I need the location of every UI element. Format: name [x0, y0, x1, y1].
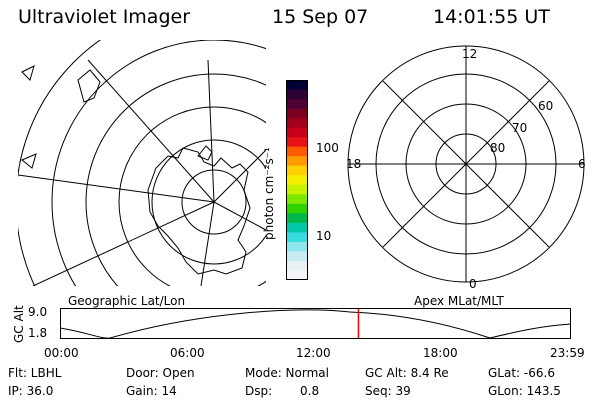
- mlt-label-18: 18: [346, 157, 362, 171]
- colorbar-segment: [286, 203, 308, 214]
- altitude-timeline: [60, 308, 572, 339]
- mode-value: Mode: Normal: [245, 366, 329, 380]
- geographic-map: [18, 40, 266, 286]
- mlt-label-12: 12: [462, 47, 478, 61]
- timeline-xtick-0: 00:00: [44, 346, 79, 360]
- instrument-title: Ultraviolet Imager: [18, 6, 191, 28]
- colorbar-segment: [286, 137, 308, 148]
- colorbar-segment: [286, 251, 308, 262]
- seq-value: Seq: 39: [365, 384, 411, 398]
- mlt-label-6: 6: [578, 157, 586, 171]
- magnetic-map-label: Apex MLat/MLT: [414, 294, 504, 308]
- colorbar-segment: [286, 108, 308, 119]
- colorbar-segment: [286, 194, 308, 205]
- timeline-xtick-3: 18:00: [423, 346, 458, 360]
- colorbar-segment: [286, 118, 308, 129]
- colorbar-segment: [286, 232, 308, 243]
- timeline-ytick-top: 9.0: [28, 305, 48, 319]
- colorbar-segment: [286, 260, 308, 271]
- colorbar-segment: [286, 127, 308, 138]
- mlt-label-0: 0: [469, 277, 477, 291]
- mlat-label-80: 80: [490, 141, 506, 155]
- gain-value: Gain: 14: [126, 384, 177, 398]
- magnetic-map: [347, 45, 585, 283]
- colorbar-segment: [286, 89, 308, 100]
- colorbar-segment: [286, 241, 308, 252]
- colorbar-segment: [286, 99, 308, 110]
- filter-value: Flt: LBHL: [8, 366, 62, 380]
- colorbar-segment: [286, 270, 308, 280]
- colorbar-segment: [286, 156, 308, 167]
- timeline-ylabel: GC Alt: [12, 305, 26, 343]
- gc-alt-value: GC Alt: 8.4 Re: [365, 366, 449, 380]
- ip-value: IP: 36.0: [8, 384, 54, 398]
- observation-date: 15 Sep 07: [272, 6, 369, 28]
- colorbar-tick-100: 100: [316, 141, 339, 155]
- dsp-value: 0.8: [300, 384, 320, 398]
- colorbar-segment: [286, 175, 308, 186]
- geographic-map-label: Geographic Lat/Lon: [68, 294, 186, 308]
- colorbar-segment: [286, 146, 308, 157]
- door-status: Door: Open: [126, 366, 195, 380]
- colorbar: [286, 80, 308, 280]
- timeline-xtick-1: 06:00: [170, 346, 205, 360]
- colorbar-segment: [286, 80, 308, 91]
- mlat-label-70: 70: [512, 121, 528, 135]
- glat-value: GLat: -66.6: [488, 366, 555, 380]
- observation-time: 14:01:55 UT: [433, 6, 550, 28]
- timeline-xtick-4: 23:59: [550, 346, 585, 360]
- glon-value: GLon: 143.5: [488, 384, 561, 398]
- dsp-label: Dsp:: [245, 384, 273, 398]
- colorbar-segment: [286, 213, 308, 224]
- mlat-label-60: 60: [538, 99, 554, 113]
- colorbar-segment: [286, 165, 308, 176]
- colorbar-segment: [286, 222, 308, 233]
- colorbar-segment: [286, 184, 308, 195]
- colorbar-tick-10: 10: [316, 229, 332, 243]
- timeline-xtick-2: 12:00: [296, 346, 331, 360]
- colorbar-unit-label: photon cm⁻²s⁻¹: [262, 147, 276, 240]
- timeline-ytick-bottom: 1.8: [28, 326, 48, 340]
